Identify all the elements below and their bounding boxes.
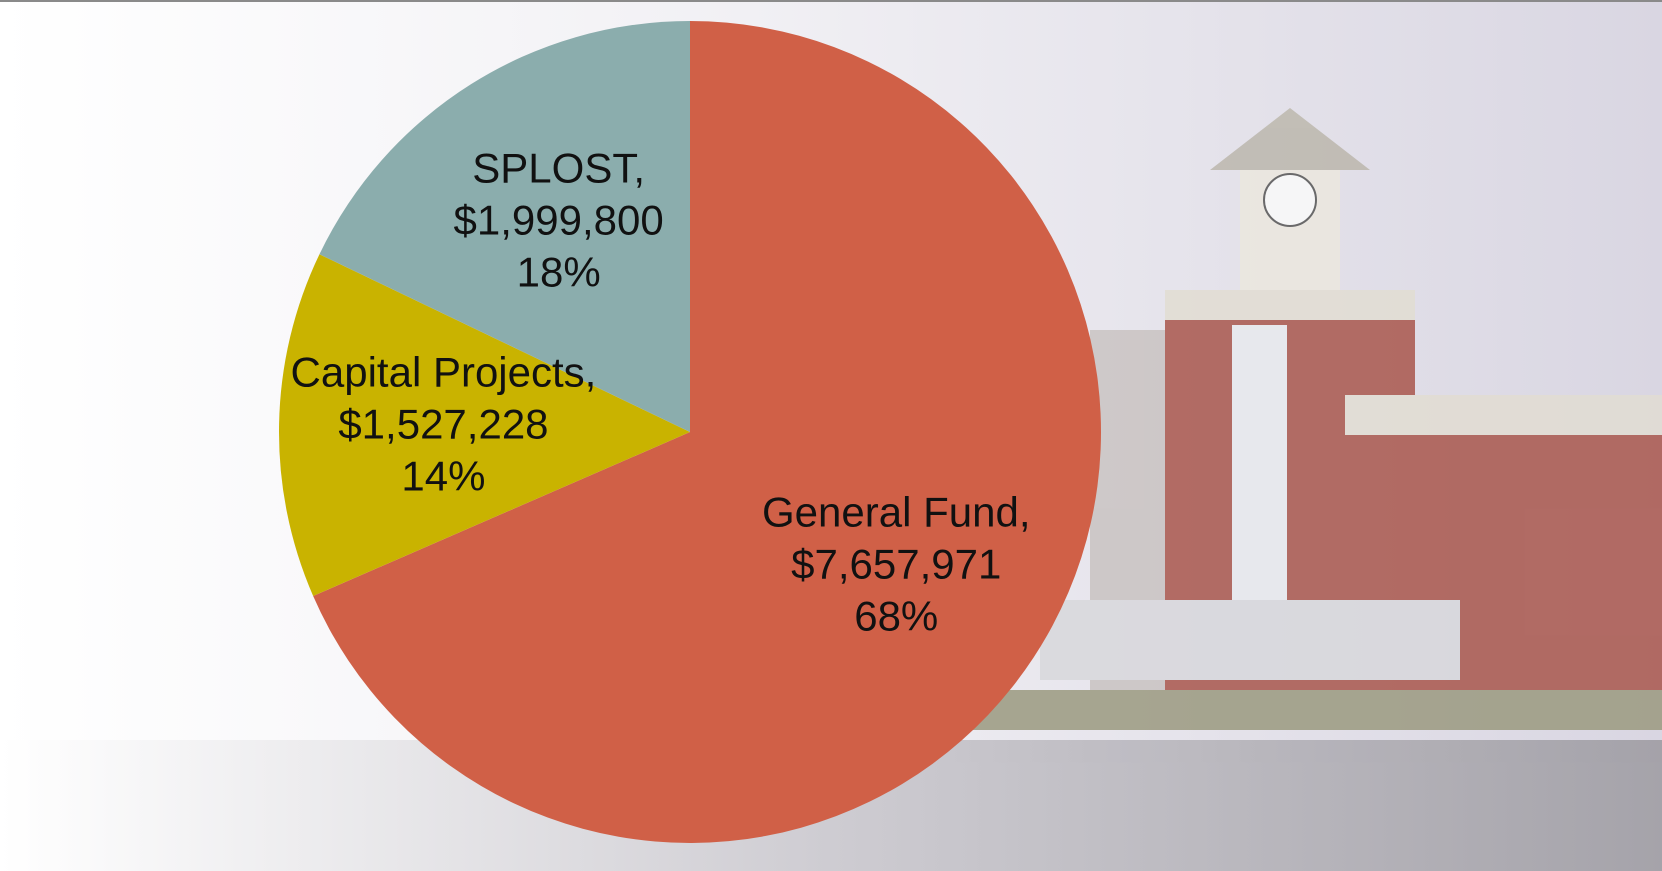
data-label-percent: 14% [401, 453, 485, 500]
data-label-percent: 68% [854, 592, 938, 639]
pie-slice [319, 21, 690, 432]
data-label-name: General Fund, [762, 488, 1031, 535]
pie-slice [279, 254, 690, 597]
data-label-value: $1,527,228 [338, 401, 548, 448]
data-label-name: SPLOST, [472, 144, 645, 191]
data-label-value: $7,657,971 [791, 540, 1001, 587]
data-label-name: Capital Projects, [291, 349, 597, 396]
pie-slice [313, 21, 1101, 844]
data-label-value: $1,999,800 [454, 196, 664, 243]
data-label-percent: 18% [517, 248, 601, 295]
